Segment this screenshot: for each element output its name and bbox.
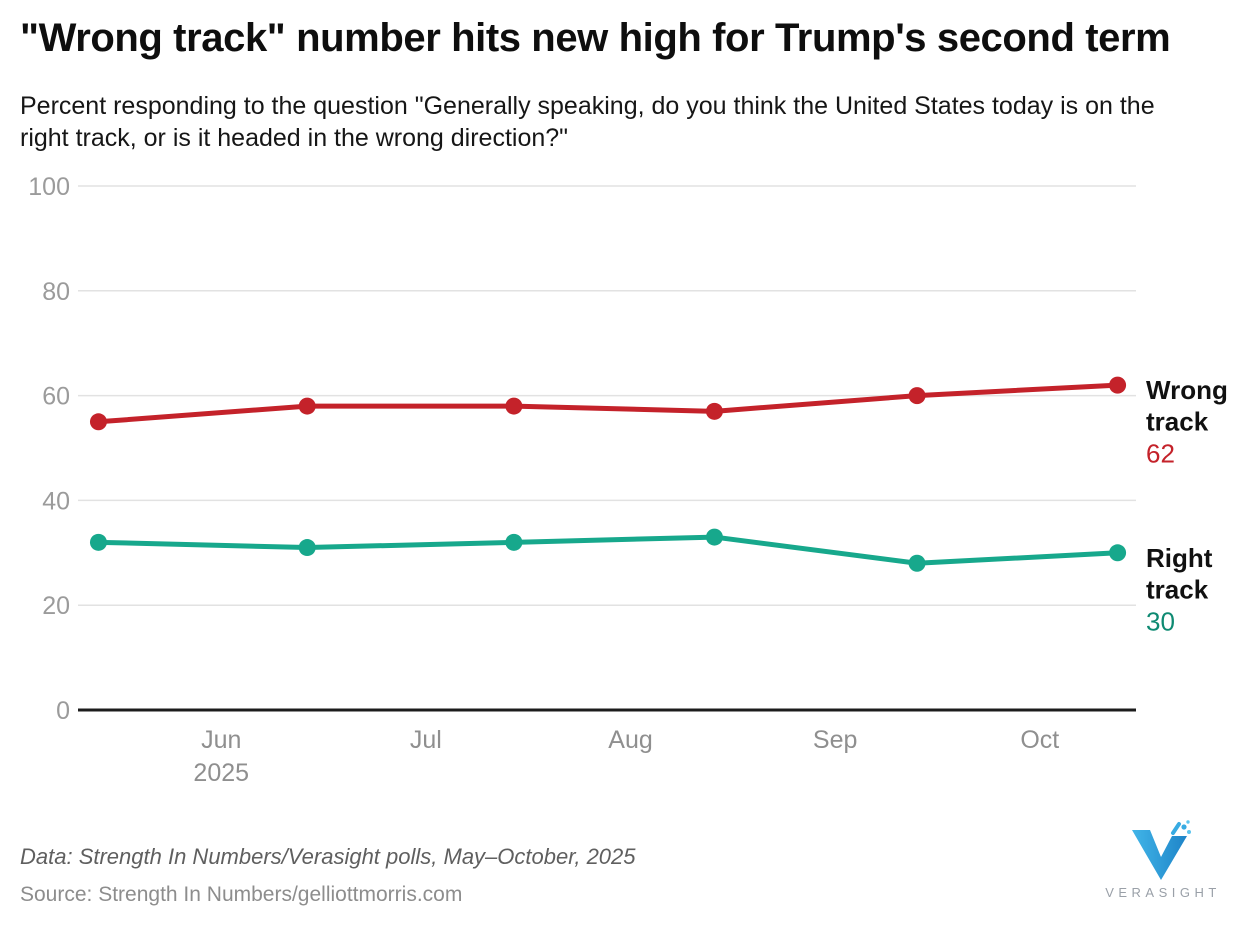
x-axis-label-Aug: Aug [608, 726, 652, 754]
data-point-wrong-track-1 [298, 397, 316, 415]
series-value-right-track: 30 [1146, 606, 1175, 636]
data-point-right-track-1 [298, 539, 316, 557]
series-line-right-track [95, 534, 1121, 566]
series-label-right-track-line2: track [1146, 574, 1209, 604]
series-value-wrong-track: 62 [1146, 439, 1175, 469]
x-axis-label-Jul: Jul [410, 726, 442, 754]
data-point-right-track-3 [705, 528, 723, 546]
x-axis-label-Sep: Sep [813, 726, 857, 754]
y-axis-label-60: 60 [42, 383, 70, 411]
source-note: Source: Strength In Numbers/gelliottmorr… [20, 883, 463, 906]
y-axis-label-40: 40 [42, 487, 70, 515]
y-axis-label-80: 80 [42, 278, 70, 306]
y-axis-label-100: 100 [28, 173, 70, 201]
y-axis-label-0: 0 [56, 697, 70, 725]
data-point-wrong-track-4 [908, 387, 926, 405]
verasight-logo: VERASIGHT [1086, 820, 1236, 900]
data-point-right-track-0 [89, 533, 107, 551]
series-label-wrong-track-line1: Wrong [1146, 375, 1228, 405]
data-point-right-track-4 [908, 554, 926, 572]
series-line-wrong-track [95, 382, 1121, 425]
data-point-wrong-track-2 [505, 397, 523, 415]
series-label-right-track-line1: Right [1146, 543, 1213, 573]
series-label-wrong-track-line2: track [1146, 407, 1209, 437]
verasight-v-icon [1132, 820, 1191, 880]
chart-subtitle: Percent responding to the question "Gene… [20, 92, 1155, 152]
x-axis-label-Oct: Oct [1020, 726, 1059, 754]
data-point-right-track-2 [505, 533, 523, 551]
page-title: "Wrong track" number hits new high for T… [20, 16, 1171, 60]
data-point-right-track-5 [1109, 544, 1127, 562]
x-axis-sublabel-2025: 2025 [193, 759, 249, 787]
x-axis-label-Jun: Jun [201, 726, 241, 754]
data-point-wrong-track-0 [89, 413, 107, 431]
data-point-wrong-track-5 [1109, 376, 1127, 394]
data-note: Data: Strength In Numbers/Verasight poll… [20, 844, 636, 869]
y-axis-label-20: 20 [42, 592, 70, 620]
verasight-logo-text: VERASIGHT [1105, 885, 1221, 900]
data-point-wrong-track-3 [705, 402, 723, 420]
